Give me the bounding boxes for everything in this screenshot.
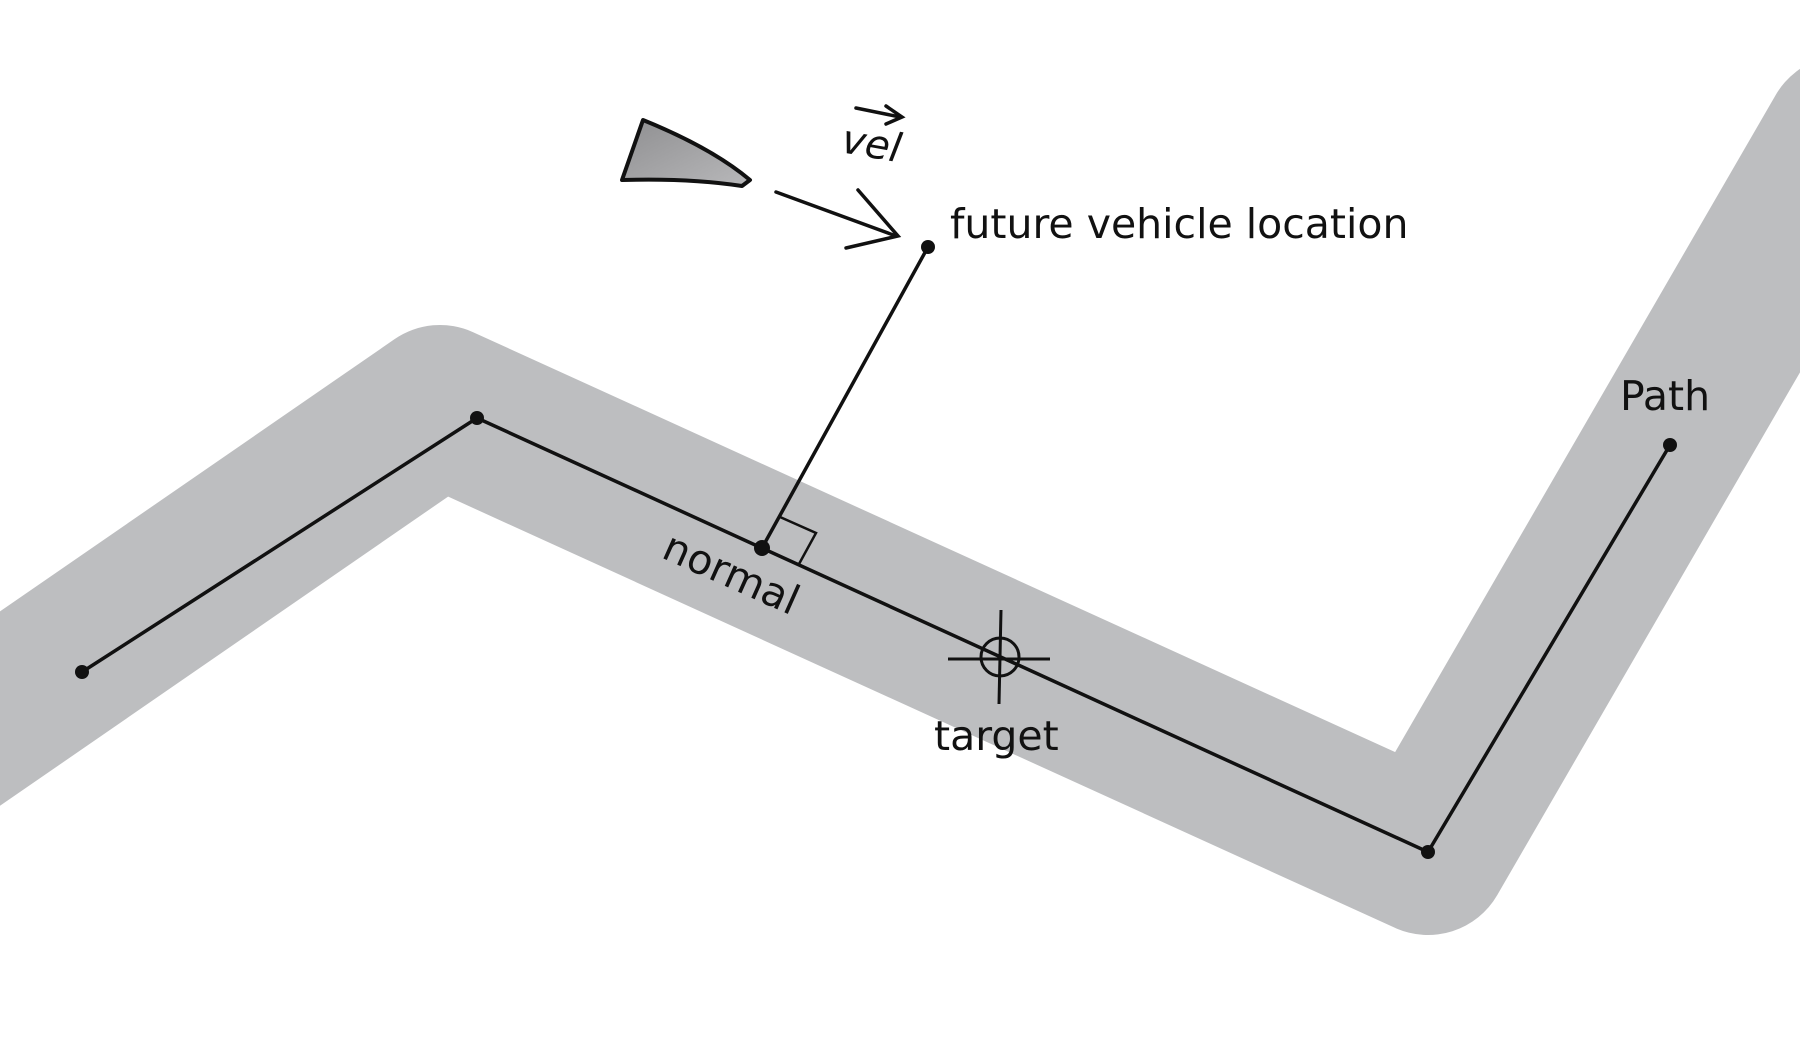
path-vertex xyxy=(1421,845,1435,859)
vehicle-icon xyxy=(620,118,752,188)
path-vertex xyxy=(1663,438,1677,452)
right-angle-marker-icon xyxy=(779,515,818,565)
velocity-label: vel xyxy=(838,117,904,173)
normal-point xyxy=(754,540,770,556)
vector-arrow-icon xyxy=(854,106,902,119)
path-line xyxy=(81,416,1672,854)
path-radius-band xyxy=(0,69,1800,935)
path-label: Path xyxy=(1620,372,1710,420)
vector-arrow-head xyxy=(884,104,906,126)
path-vertex xyxy=(470,411,484,425)
crosshair-target-icon xyxy=(948,609,1050,705)
future-location-label: future vehicle location xyxy=(950,200,1408,248)
target-label: target xyxy=(934,712,1059,760)
normal-line xyxy=(760,245,930,550)
path-vertex xyxy=(75,665,89,679)
vel-vector-label: vel xyxy=(838,104,906,173)
velocity-arrow xyxy=(774,188,902,250)
